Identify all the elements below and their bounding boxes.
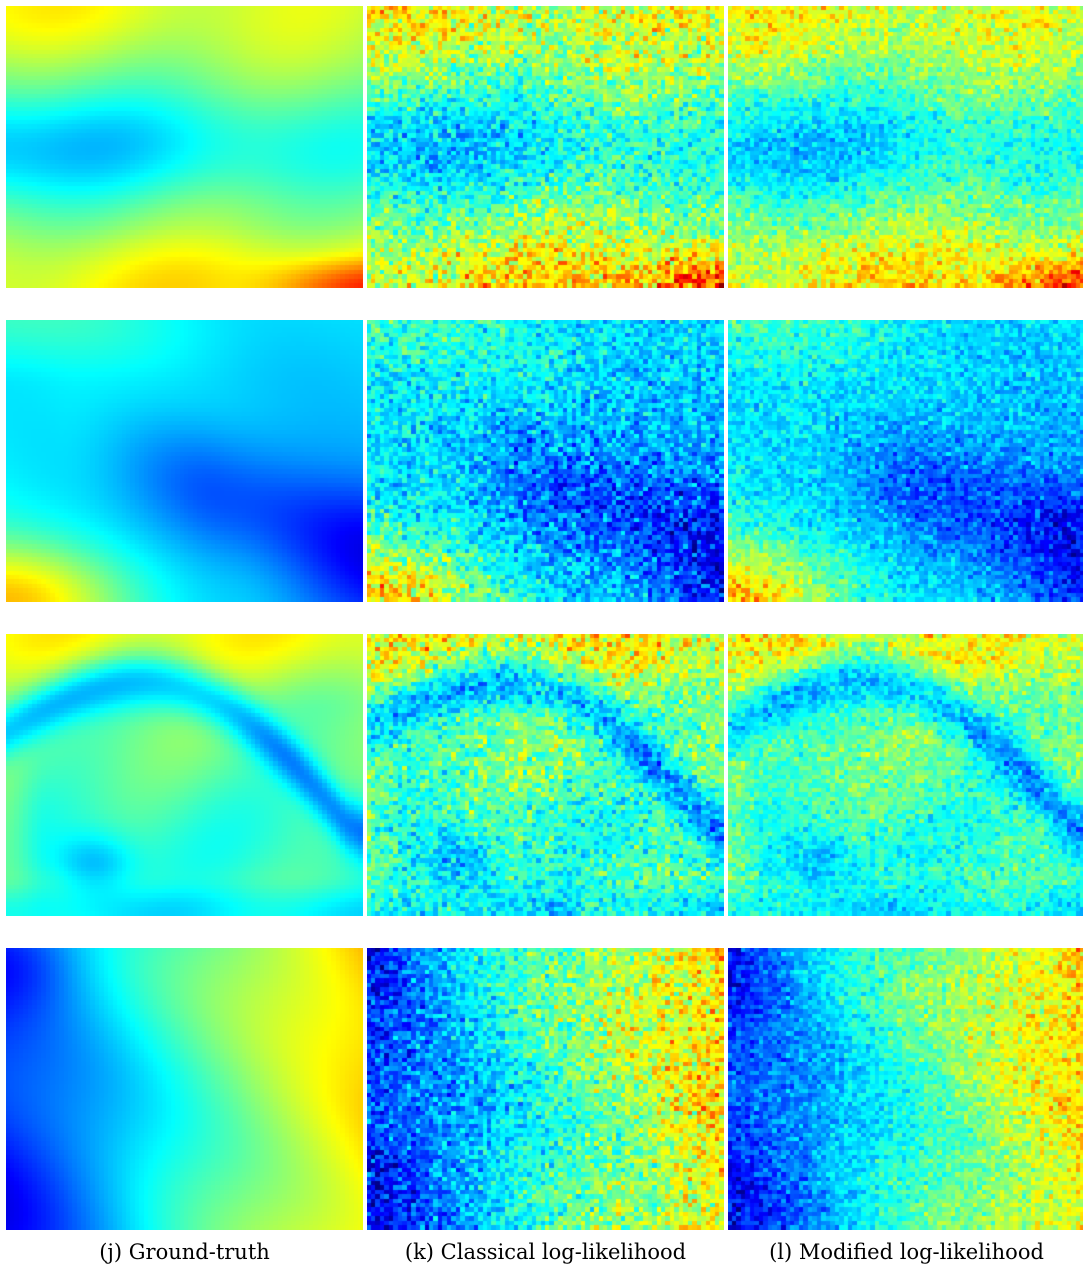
caption-classical: (k) Classical log-likelihood <box>404 1240 687 1264</box>
panel-r3-modified <box>728 634 1083 916</box>
panel-r3-classical <box>367 634 724 916</box>
caption-modified: (l) Modified log-likelihood <box>769 1240 1044 1264</box>
panel-r4-modified <box>728 948 1083 1230</box>
panel-r3-ground-truth <box>6 634 363 916</box>
panel-r1-modified <box>728 6 1083 288</box>
panel-r2-modified <box>728 320 1083 602</box>
panel-r2-classical <box>367 320 724 602</box>
panel-r1-classical <box>367 6 724 288</box>
panel-r4-classical <box>367 948 724 1230</box>
panel-r4-ground-truth <box>6 948 363 1230</box>
panel-r2-ground-truth <box>6 320 363 602</box>
caption-ground-truth: (j) Ground-truth <box>99 1240 270 1264</box>
panel-r1-ground-truth <box>6 6 363 288</box>
